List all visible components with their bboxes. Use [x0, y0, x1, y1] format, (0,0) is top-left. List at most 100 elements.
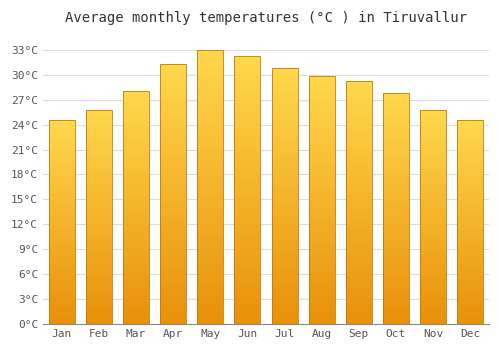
- Bar: [346, 234, 372, 236]
- Bar: [234, 77, 260, 80]
- Bar: [234, 262, 260, 265]
- Bar: [197, 193, 223, 195]
- Bar: [86, 176, 112, 178]
- Bar: [234, 297, 260, 300]
- Bar: [346, 236, 372, 239]
- Bar: [86, 170, 112, 172]
- Bar: [234, 289, 260, 292]
- Bar: [123, 278, 149, 280]
- Bar: [160, 264, 186, 267]
- Bar: [160, 155, 186, 158]
- Bar: [234, 93, 260, 96]
- Bar: [86, 193, 112, 195]
- Bar: [346, 149, 372, 151]
- Bar: [234, 56, 260, 58]
- Bar: [234, 61, 260, 64]
- Bar: [458, 234, 483, 237]
- Bar: [420, 127, 446, 129]
- Bar: [234, 292, 260, 294]
- Bar: [234, 321, 260, 324]
- Bar: [123, 168, 149, 170]
- Bar: [420, 303, 446, 305]
- Bar: [272, 262, 297, 265]
- Bar: [160, 251, 186, 254]
- Bar: [234, 160, 260, 163]
- Bar: [234, 284, 260, 286]
- Bar: [272, 214, 297, 217]
- Bar: [86, 298, 112, 300]
- Bar: [123, 245, 149, 247]
- Bar: [197, 116, 223, 118]
- Bar: [48, 169, 74, 172]
- Bar: [123, 254, 149, 257]
- Bar: [48, 314, 74, 316]
- Bar: [383, 248, 409, 250]
- Bar: [197, 266, 223, 269]
- Bar: [48, 243, 74, 245]
- Bar: [346, 280, 372, 283]
- Bar: [86, 116, 112, 118]
- Bar: [458, 247, 483, 249]
- Bar: [383, 164, 409, 167]
- Bar: [197, 269, 223, 272]
- Bar: [458, 259, 483, 261]
- Bar: [346, 80, 372, 324]
- Bar: [346, 215, 372, 217]
- Bar: [48, 139, 74, 141]
- Bar: [383, 197, 409, 199]
- Bar: [272, 224, 297, 227]
- Bar: [346, 144, 372, 146]
- Bar: [123, 105, 149, 108]
- Bar: [272, 245, 297, 247]
- Bar: [234, 80, 260, 83]
- Bar: [420, 120, 446, 122]
- Bar: [383, 112, 409, 114]
- Bar: [272, 155, 297, 158]
- Bar: [420, 221, 446, 223]
- Bar: [458, 139, 483, 141]
- Bar: [272, 258, 297, 260]
- Bar: [86, 157, 112, 159]
- Bar: [383, 116, 409, 118]
- Bar: [160, 301, 186, 303]
- Bar: [272, 186, 297, 188]
- Bar: [420, 206, 446, 208]
- Bar: [383, 109, 409, 112]
- Bar: [123, 273, 149, 275]
- Bar: [420, 271, 446, 273]
- Bar: [308, 208, 334, 210]
- Bar: [346, 83, 372, 85]
- Bar: [420, 260, 446, 262]
- Bar: [420, 197, 446, 200]
- Bar: [458, 308, 483, 310]
- Bar: [458, 194, 483, 196]
- Bar: [123, 243, 149, 245]
- Bar: [160, 207, 186, 210]
- Bar: [234, 238, 260, 241]
- Bar: [308, 265, 334, 267]
- Bar: [346, 322, 372, 324]
- Bar: [160, 275, 186, 277]
- Bar: [458, 153, 483, 155]
- Bar: [197, 308, 223, 310]
- Bar: [383, 310, 409, 313]
- Bar: [383, 294, 409, 296]
- Bar: [346, 132, 372, 134]
- Bar: [86, 174, 112, 176]
- Bar: [420, 292, 446, 294]
- Bar: [48, 226, 74, 228]
- Bar: [458, 310, 483, 312]
- Bar: [383, 146, 409, 148]
- Bar: [160, 238, 186, 241]
- Bar: [308, 94, 334, 96]
- Bar: [383, 151, 409, 153]
- Title: Average monthly temperatures (°C ) in Tiruvallur: Average monthly temperatures (°C ) in Ti…: [65, 11, 467, 25]
- Bar: [308, 156, 334, 158]
- Bar: [48, 304, 74, 306]
- Bar: [123, 296, 149, 299]
- Bar: [458, 131, 483, 133]
- Bar: [48, 302, 74, 304]
- Bar: [308, 235, 334, 237]
- Bar: [308, 260, 334, 262]
- Bar: [420, 236, 446, 238]
